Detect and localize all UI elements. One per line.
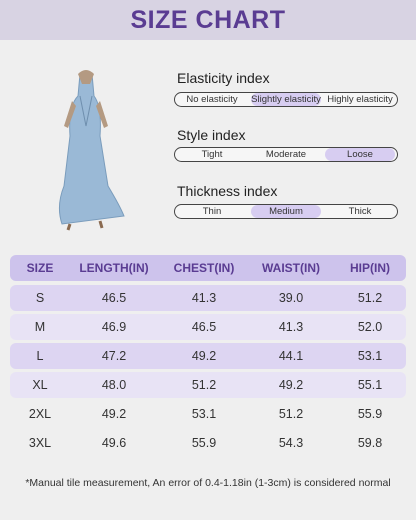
table-cell: 52.0 <box>357 320 383 334</box>
table-cell: 47.2 <box>101 349 127 363</box>
table-row: XL 48.0 51.2 49.2 55.1 <box>10 372 406 398</box>
table-cell: 46.5 <box>191 320 217 334</box>
table-cell: 49.2 <box>278 378 304 392</box>
table-cell: 41.3 <box>278 320 304 334</box>
index-label: Style index <box>177 127 246 143</box>
column-header: LENGTH(IN) <box>79 261 149 275</box>
table-cell: 53.1 <box>357 349 383 363</box>
table-cell: 55.9 <box>191 436 217 450</box>
table-cell: M <box>34 320 46 334</box>
table-cell: 44.1 <box>278 349 304 363</box>
table-cell: XL <box>32 378 48 392</box>
column-header: SIZE <box>26 261 54 275</box>
table-cell: 39.0 <box>278 291 304 305</box>
column-header: CHEST(IN) <box>173 261 235 275</box>
table-cell: 51.2 <box>357 291 383 305</box>
index-label: Thickness index <box>177 183 278 199</box>
table-cell: 41.3 <box>191 291 217 305</box>
index-option: No elasticity <box>186 94 238 105</box>
index-option: Loose <box>325 148 395 161</box>
column-header: WAIST(IN) <box>262 261 320 275</box>
table-cell: 53.1 <box>191 407 217 421</box>
table-row: S 46.5 41.3 39.0 51.2 <box>10 285 406 311</box>
index-option: Thin <box>202 206 222 217</box>
table-cell: 49.6 <box>101 436 127 450</box>
table-cell: S <box>35 291 45 305</box>
table-cell: 51.2 <box>191 378 217 392</box>
footnote: *Manual tile measurement, An error of 0.… <box>25 477 391 489</box>
table-cell: 55.1 <box>357 378 383 392</box>
table-cell: 54.3 <box>278 436 304 450</box>
table-cell: 51.2 <box>278 407 304 421</box>
index-bar: Tight Moderate Loose <box>174 147 398 162</box>
table-cell: 49.2 <box>191 349 217 363</box>
index-bar: Thin Medium Thick <box>174 204 398 219</box>
index-option: Moderate <box>265 149 307 160</box>
table-cell: 3XL <box>28 436 52 450</box>
table-cell: 59.8 <box>357 436 383 450</box>
index-option: Medium <box>251 205 321 218</box>
table-row: M 46.9 46.5 41.3 52.0 <box>10 314 406 340</box>
table-row: 3XL 49.6 55.9 54.3 59.8 <box>10 430 406 456</box>
index-bar: No elasticity Slightly elasticity Highly e… <box>174 92 398 107</box>
table-header: SIZE LENGTH(IN) CHEST(IN) WAIST(IN) HIP(IN) <box>10 255 406 281</box>
table-cell: L <box>36 349 44 363</box>
table-cell: 49.2 <box>101 407 127 421</box>
index-option: Tight <box>201 149 223 160</box>
index-option: Thick <box>348 206 372 217</box>
table-row: 2XL 49.2 53.1 51.2 55.9 <box>10 401 406 427</box>
dress-image <box>58 70 125 231</box>
table-cell: 2XL <box>28 407 52 421</box>
table-cell: 55.9 <box>357 407 383 421</box>
column-header: HIP(IN) <box>350 261 390 275</box>
table-cell: 48.0 <box>101 378 127 392</box>
header-band <box>0 0 416 40</box>
index-option: Highly elasticity <box>327 94 393 105</box>
title: SIZE CHART <box>130 6 286 34</box>
index-option: Slightly elasticity <box>251 93 321 106</box>
table-cell: 46.5 <box>101 291 127 305</box>
index-label: Elasticity index <box>177 70 270 86</box>
table-cell: 46.9 <box>101 320 127 334</box>
table-row: L 47.2 49.2 44.1 53.1 <box>10 343 406 369</box>
